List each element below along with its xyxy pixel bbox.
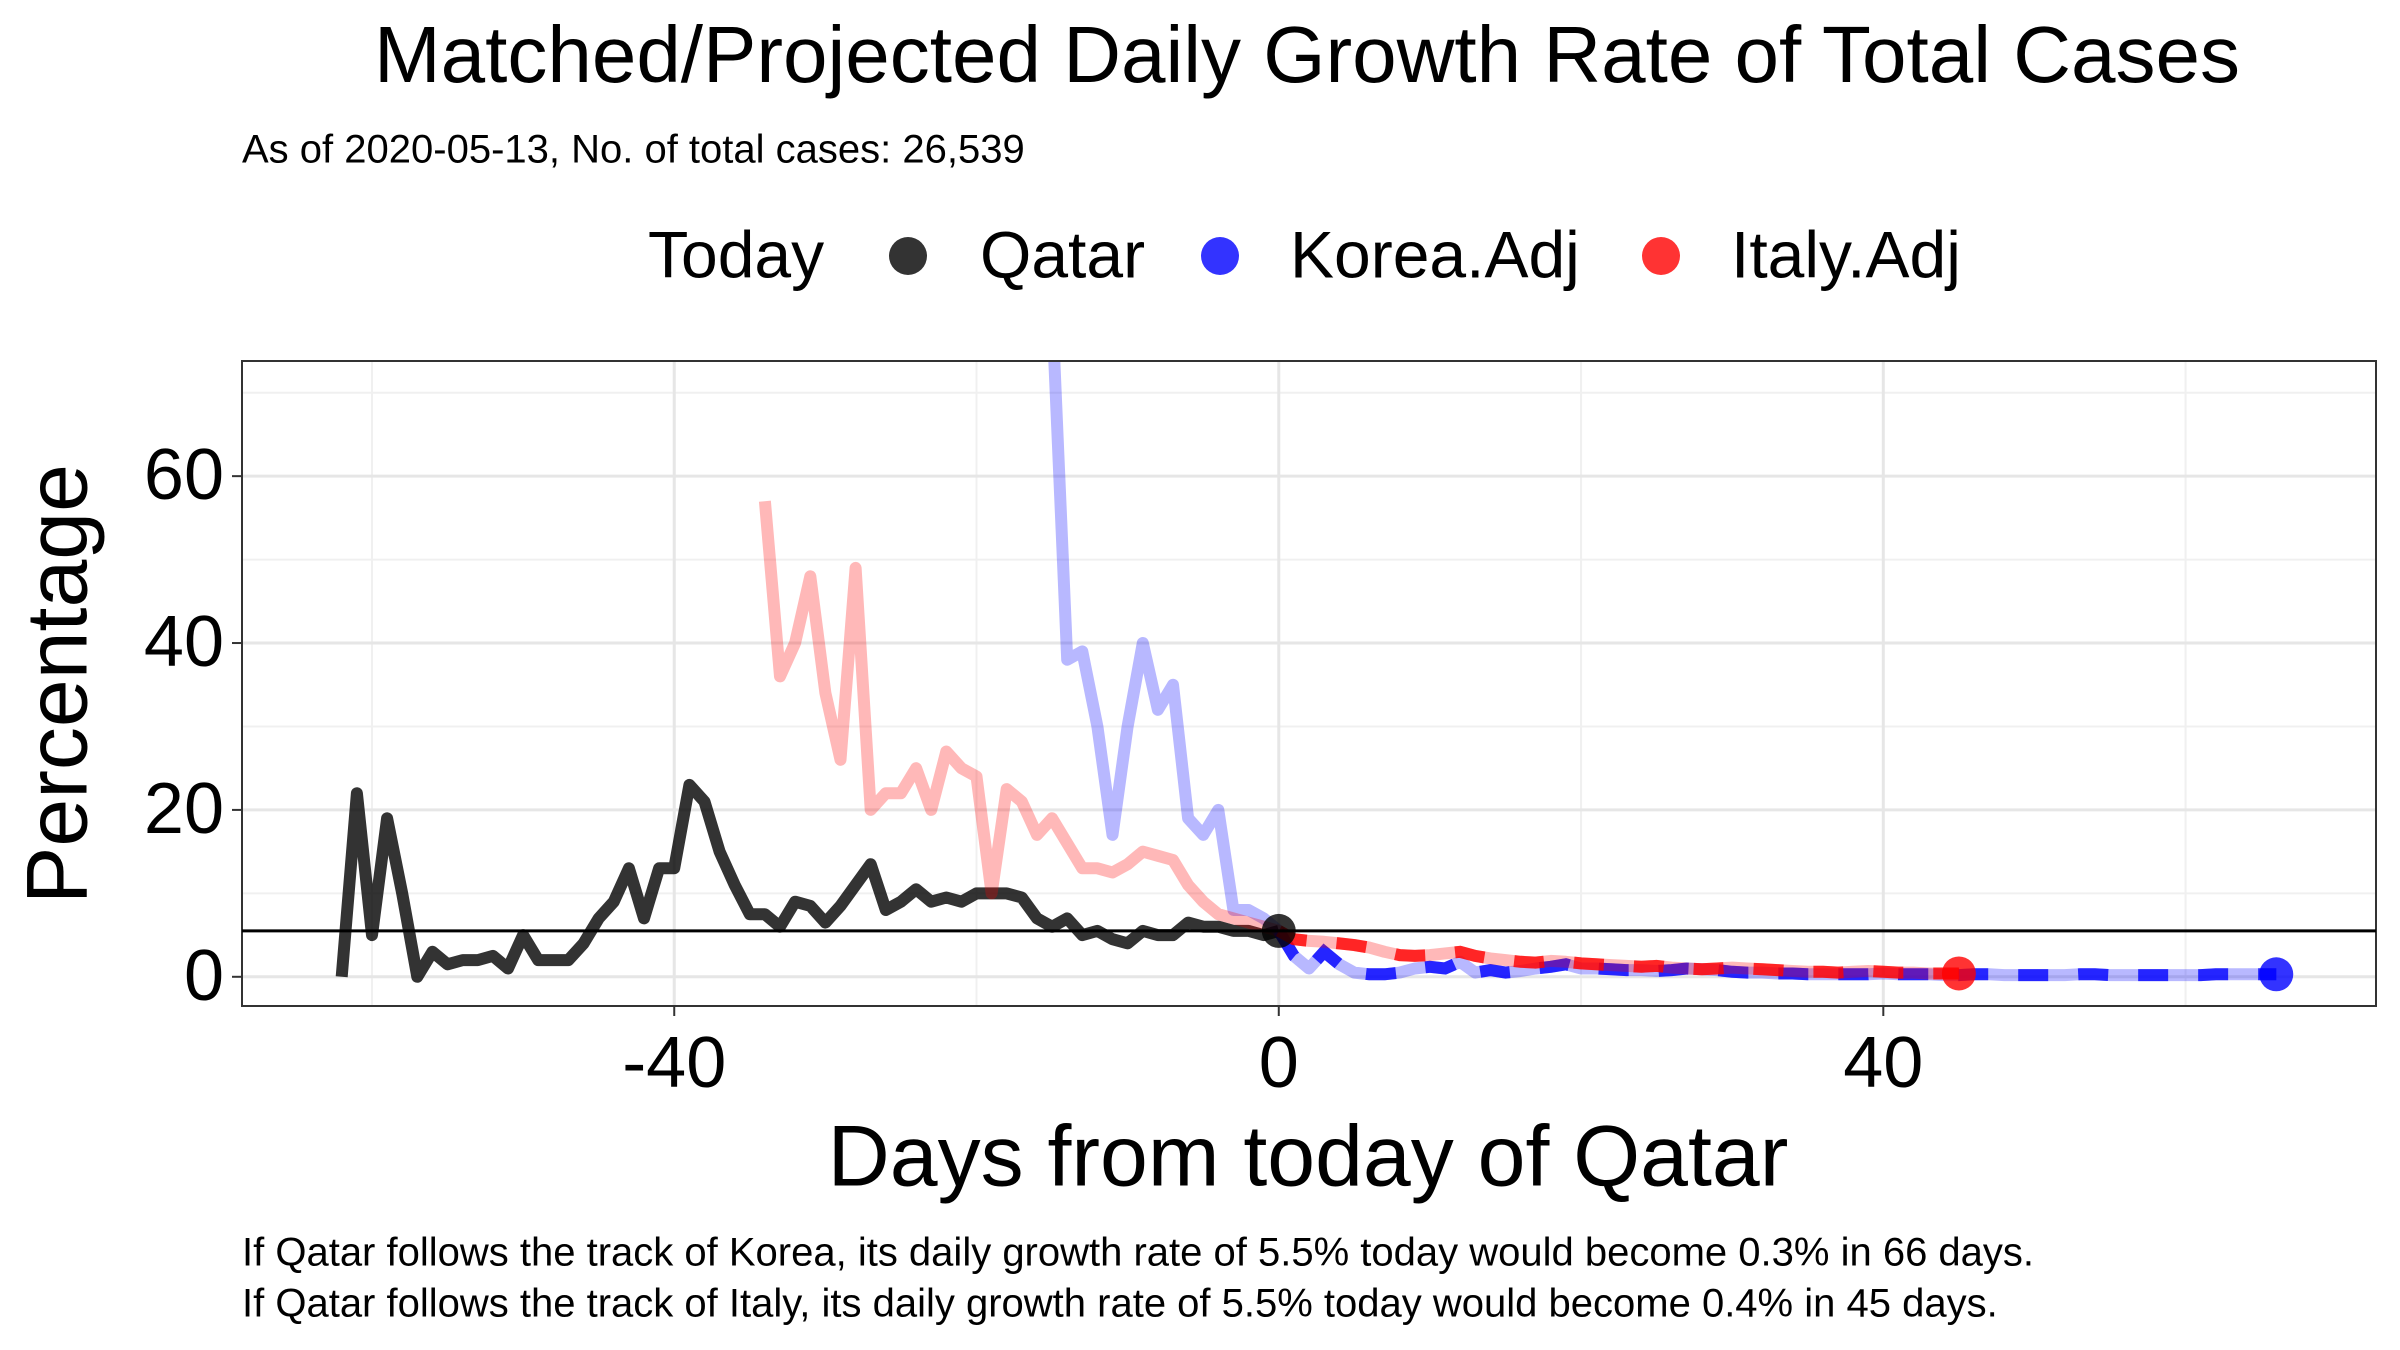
x-tick-label: -40 <box>622 1023 726 1103</box>
plot-panel <box>242 361 2376 1006</box>
legend-key <box>1642 237 1680 275</box>
x-axis-title: Days from today of Qatar <box>828 1109 1789 1205</box>
legend-title: Today <box>648 217 824 291</box>
legend-label: Korea.Adj <box>1290 217 1580 291</box>
y-tick-label: 0 <box>184 936 224 1016</box>
panel-border <box>241 360 2377 1007</box>
endpoint <box>1261 913 1296 948</box>
legend-key <box>889 237 927 275</box>
legend-label: Qatar <box>980 217 1145 291</box>
y-axis-title: Percentage <box>10 464 106 904</box>
note: If Qatar follows the track of Italy, its… <box>242 1282 1998 1326</box>
endpoint <box>2259 957 2294 992</box>
endpoint <box>1941 956 1976 991</box>
legend-key <box>1201 237 1239 275</box>
series-projection <box>1273 927 2277 982</box>
x-tick-label: 0 <box>1259 1023 1299 1103</box>
y-tick-label: 60 <box>144 435 224 515</box>
chart-title: Matched/Projected Daily Growth Rate of T… <box>374 10 2240 99</box>
y-tick-label: 20 <box>144 769 224 849</box>
subtitle: As of 2020-05-13, No. of total cases: 26… <box>242 128 1025 172</box>
legend-label: Italy.Adj <box>1731 217 1961 291</box>
x-tick-label: 40 <box>1843 1023 1923 1103</box>
y-tick-label: 40 <box>144 602 224 682</box>
series-line <box>335 778 1281 983</box>
note: If Qatar follows the track of Korea, its… <box>242 1231 2034 1275</box>
